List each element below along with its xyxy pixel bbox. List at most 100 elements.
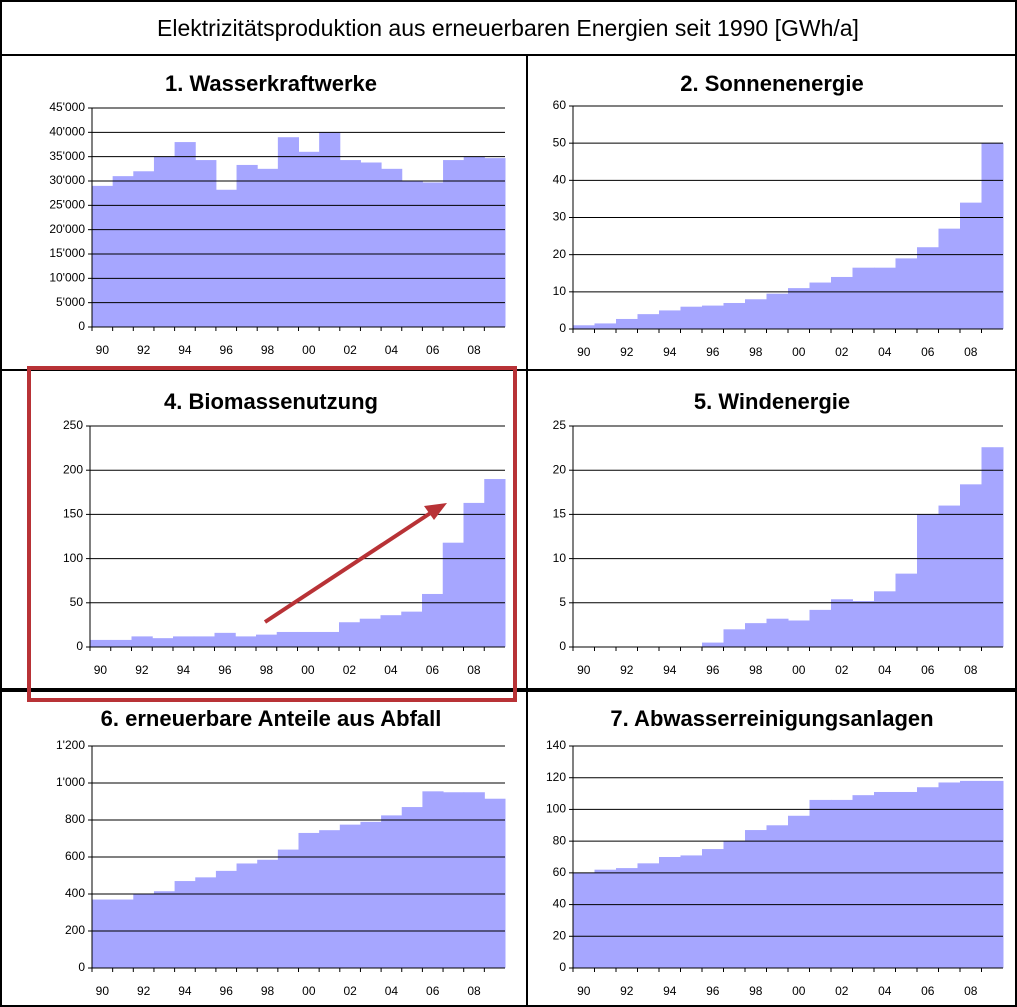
y-tick-label: 80 xyxy=(553,833,567,847)
bar xyxy=(298,832,320,968)
bar xyxy=(981,780,1004,968)
bar xyxy=(422,791,444,968)
bar xyxy=(381,168,403,327)
bar xyxy=(809,609,832,647)
bar xyxy=(339,824,361,968)
x-tick-label: 02 xyxy=(835,663,849,677)
x-tick-label: 98 xyxy=(260,663,274,677)
x-tick-label: 00 xyxy=(302,343,316,357)
x-tick-label: 04 xyxy=(878,663,892,677)
x-tick-label: 90 xyxy=(94,663,108,677)
y-tick-label: 120 xyxy=(546,770,566,784)
bar xyxy=(573,325,595,329)
bar xyxy=(90,639,112,647)
bar xyxy=(874,791,896,968)
y-tick-label: 5 xyxy=(559,595,566,609)
x-tick-label: 08 xyxy=(467,343,481,357)
x-tick-label: 04 xyxy=(878,345,892,359)
bar xyxy=(215,870,238,968)
bar xyxy=(484,479,506,647)
bar xyxy=(463,502,485,647)
bar xyxy=(195,877,217,968)
y-tick-label: 600 xyxy=(65,849,85,863)
bar xyxy=(484,158,506,327)
y-tick-label: 0 xyxy=(78,319,85,333)
chart-title: 2. Sonnenenergie xyxy=(680,71,863,96)
bar xyxy=(257,168,279,327)
bar xyxy=(874,591,896,647)
bar xyxy=(917,247,939,329)
bar xyxy=(131,636,153,647)
x-tick-label: 98 xyxy=(261,343,275,357)
x-tick-label: 06 xyxy=(426,984,440,998)
bar xyxy=(895,791,918,968)
y-tick-label: 0 xyxy=(78,960,85,974)
bar xyxy=(874,267,896,329)
y-tick-label: 1'200 xyxy=(56,738,85,752)
x-tick-label: 96 xyxy=(706,663,720,677)
y-tick-label: 60 xyxy=(553,98,567,112)
bar xyxy=(422,593,444,647)
x-tick-label: 06 xyxy=(921,663,935,677)
bar xyxy=(380,615,402,647)
bar xyxy=(981,143,1004,329)
bar xyxy=(745,299,767,329)
bar xyxy=(745,623,767,647)
x-tick-label: 00 xyxy=(792,663,806,677)
y-tick-label: 200 xyxy=(65,923,85,937)
x-tick-label: 90 xyxy=(96,984,110,998)
bar xyxy=(401,807,423,968)
chart-title: 1. Wasserkraftwerke xyxy=(165,71,377,96)
x-tick-label: 98 xyxy=(749,663,763,677)
bar xyxy=(702,305,724,329)
bar xyxy=(938,228,961,329)
x-tick-label: 92 xyxy=(620,663,634,677)
x-tick-label: 96 xyxy=(218,663,232,677)
bar xyxy=(360,821,382,968)
bar xyxy=(381,815,403,968)
x-tick-label: 06 xyxy=(426,343,440,357)
x-tick-label: 08 xyxy=(467,663,481,677)
bar xyxy=(723,629,746,647)
y-tick-label: 15'000 xyxy=(49,246,85,260)
bar xyxy=(133,171,155,327)
y-tick-label: 0 xyxy=(559,960,566,974)
y-tick-label: 10 xyxy=(553,284,567,298)
bar xyxy=(112,899,134,968)
bar xyxy=(594,323,617,329)
bar xyxy=(594,869,617,968)
bar xyxy=(766,825,789,968)
bar xyxy=(659,857,681,968)
bar xyxy=(422,182,444,327)
y-tick-label: 50 xyxy=(70,595,84,609)
bar xyxy=(680,855,703,968)
bar xyxy=(831,276,853,329)
y-tick-label: 200 xyxy=(63,462,83,476)
bar xyxy=(852,795,875,968)
x-tick-label: 08 xyxy=(467,984,481,998)
x-tick-label: 08 xyxy=(964,345,978,359)
x-tick-label: 98 xyxy=(749,984,763,998)
bar xyxy=(339,622,361,647)
bar xyxy=(257,859,279,968)
bar xyxy=(788,815,810,968)
y-tick-label: 5'000 xyxy=(56,295,85,309)
y-tick-label: 100 xyxy=(546,802,566,816)
arrow-head xyxy=(424,503,447,520)
x-tick-label: 94 xyxy=(177,663,191,677)
x-tick-label: 90 xyxy=(577,984,591,998)
bar xyxy=(702,642,724,647)
y-tick-label: 50 xyxy=(553,135,567,149)
y-tick-label: 10 xyxy=(553,551,567,565)
bar xyxy=(852,601,875,647)
bar xyxy=(745,830,767,968)
bar xyxy=(702,849,724,968)
bar xyxy=(360,162,382,327)
highlight-box xyxy=(27,366,517,702)
y-tick-label: 45'000 xyxy=(49,100,85,114)
bar xyxy=(153,156,176,327)
x-tick-label: 92 xyxy=(620,984,634,998)
x-tick-label: 92 xyxy=(137,984,151,998)
bar xyxy=(960,484,982,647)
y-tick-label: 30'000 xyxy=(49,173,85,187)
